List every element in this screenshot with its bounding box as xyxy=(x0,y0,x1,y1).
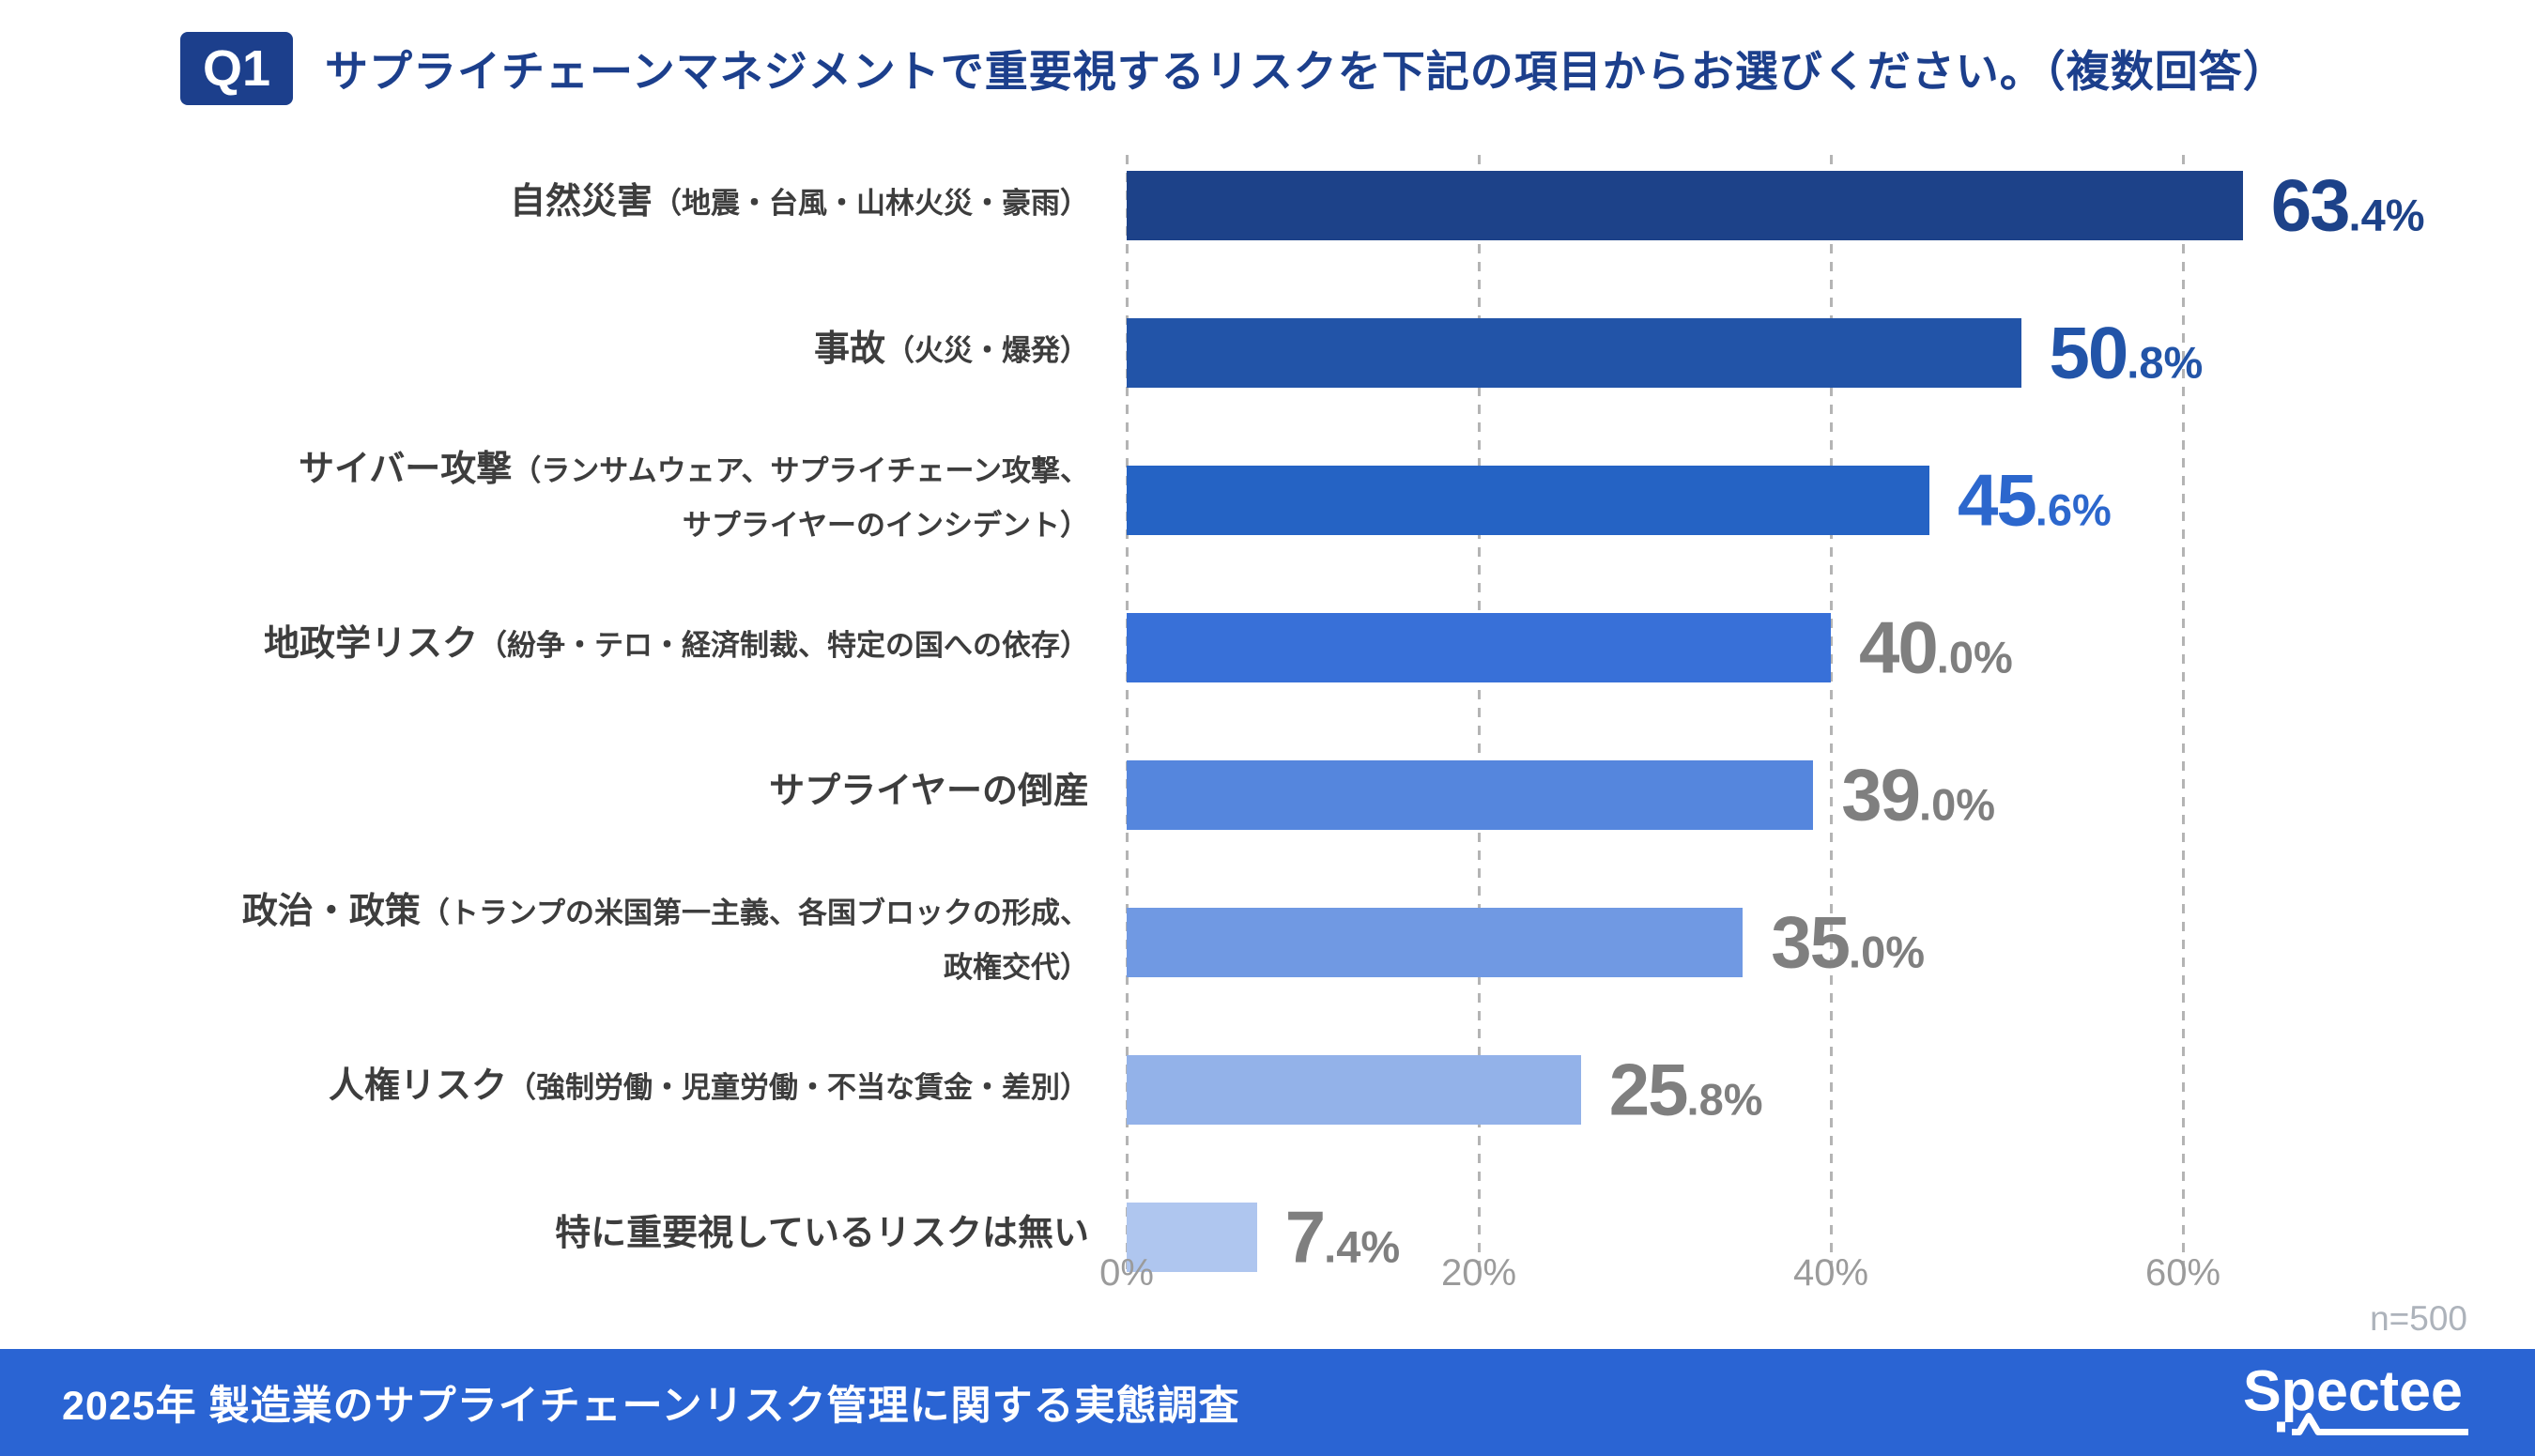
footer-survey-title: 2025年 製造業のサプライチェーンリスク管理に関する実態調査 xyxy=(62,1384,1240,1429)
spectee-logo: Spectee xyxy=(2243,1356,2482,1449)
bar-category-label: 人権リスク（強制労働・児童労働・不当な賃金・差別） xyxy=(329,1062,1089,1118)
bar-value-fraction: .8% xyxy=(2127,337,2204,388)
bar-value-fraction: .8% xyxy=(1686,1074,1763,1125)
bar-value-fraction: .6% xyxy=(2035,484,2112,535)
bar-value: 45.6% xyxy=(1958,458,2112,544)
bar-value-integer: 7 xyxy=(1284,1195,1326,1279)
bar-label-main: 地政学リスク xyxy=(263,624,478,664)
chart-row: 自然災害（地震・台風・山林火災・豪雨） 63.4% xyxy=(0,164,2535,247)
chart-row: 人権リスク（強制労働・児童労働・不当な賃金・差別） 25.8% xyxy=(0,1049,2535,1131)
bar xyxy=(1127,760,1814,830)
grid-line xyxy=(2182,155,2185,1269)
bar xyxy=(1127,908,1744,977)
bar-category-label: 事故（火災・爆発） xyxy=(814,325,1089,381)
bar-value: 63.4% xyxy=(2271,163,2425,249)
bar-label-sub: （強制労働・児童労働・不当な賃金・差別） xyxy=(507,1071,1089,1104)
bar-label-sub: （トランプの米国第一主義、各国ブロックの形成、 xyxy=(420,897,1089,929)
bar-category-label: サイバー攻撃（ランサムウェア、サプライチェーン攻撃、サプライヤーのインシデント） xyxy=(299,445,1089,556)
bar xyxy=(1127,1203,1257,1272)
bar-value-integer: 50 xyxy=(2049,311,2129,394)
x-tick-label: 60% xyxy=(2144,1252,2221,1294)
grid-line xyxy=(1830,155,1833,1269)
bar-value-fraction: .4% xyxy=(1324,1221,1401,1272)
bar-value-integer: 25 xyxy=(1608,1048,1689,1131)
bar xyxy=(1127,1055,1581,1125)
bar-value-integer: 35 xyxy=(1771,900,1851,984)
bar-value: 35.0% xyxy=(1771,900,1925,986)
footer-bar: 2025年 製造業のサプライチェーンリスク管理に関する実態調査 Spectee xyxy=(0,1349,2535,1456)
chart-row: 事故（火災・爆発） 50.8% xyxy=(0,312,2535,394)
bar-value: 25.8% xyxy=(1609,1048,1763,1133)
bar-value-fraction: .4% xyxy=(2348,190,2425,240)
chart-row: サプライヤーの倒産 39.0% xyxy=(0,754,2535,836)
sample-size-note: n=500 xyxy=(2370,1299,2467,1338)
bar-value: 40.0% xyxy=(1859,605,2013,691)
x-tick-label: 20% xyxy=(1440,1252,1517,1294)
bar-label-main: サイバー攻撃 xyxy=(299,450,513,489)
bar-label-sub: （火災・爆発） xyxy=(885,334,1089,367)
bar-value-fraction: .0% xyxy=(1936,632,2013,682)
grid-line xyxy=(1126,155,1129,1269)
chart-row: サイバー攻撃（ランサムウェア、サプライチェーン攻撃、サプライヤーのインシデント）… xyxy=(0,450,2535,542)
bar-label-sub: サプライヤーのインシデント） xyxy=(682,509,1089,542)
grid-line xyxy=(1478,155,1481,1269)
bar-value-integer: 63 xyxy=(2270,163,2351,247)
bar-label-sub: （紛争・テロ・経済制裁、特定の国への依存） xyxy=(478,629,1089,662)
spectee-logo-icon: Spectee xyxy=(2243,1359,2468,1435)
bar-label-main: 自然災害 xyxy=(509,182,653,222)
question-badge: Q1 xyxy=(180,32,294,106)
bar xyxy=(1127,466,1929,535)
bar-label-sub: （地震・台風・山林火災・豪雨） xyxy=(653,187,1089,220)
bar-category-label: 地政学リスク（紛争・テロ・経済制裁、特定の国への依存） xyxy=(264,620,1089,676)
chart-row: 特に重要視しているリスクは無い 7.4% xyxy=(0,1196,2535,1279)
chart-row: 地政学リスク（紛争・テロ・経済制裁、特定の国への依存） 40.0% xyxy=(0,606,2535,689)
bar-value: 7.4% xyxy=(1285,1195,1400,1280)
bar-label-main: 特に重要視しているリスクは無い xyxy=(555,1214,1089,1253)
bar-category-label: 特に重要視しているリスクは無い xyxy=(555,1209,1089,1265)
spectee-logo-text: Spectee xyxy=(2243,1359,2463,1423)
bar-value-integer: 39 xyxy=(1841,753,1921,836)
bar-category-label: 政治・政策（トランプの米国第一主義、各国ブロックの形成、政権交代） xyxy=(242,887,1089,998)
bar-value: 39.0% xyxy=(1841,753,1995,838)
x-tick-label: 40% xyxy=(1792,1252,1869,1294)
bar-label-main: 政治・政策 xyxy=(241,892,421,931)
bar-category-label: 自然災害（地震・台風・山林火災・豪雨） xyxy=(510,177,1089,234)
page-title: サプライチェーンマネジメントで重要視するリスクを下記の項目からお選びください。（… xyxy=(325,47,2287,97)
bar-label-main: サプライヤーの倒産 xyxy=(769,772,1089,811)
bar-label-main: 人権リスク xyxy=(328,1066,507,1106)
question-header: Q1 サプライチェーンマネジメントで重要視するリスクを下記の項目からお選びくださ… xyxy=(180,32,2287,106)
bar-value-integer: 45 xyxy=(1958,458,2037,542)
bar-value-integer: 40 xyxy=(1859,605,1939,689)
x-tick-label: 0% xyxy=(1099,1252,1154,1294)
bar xyxy=(1127,171,2243,240)
bar-label-sub: 政権交代） xyxy=(944,951,1089,984)
bar-label-sub: （ランサムウェア、サプライチェーン攻撃、 xyxy=(512,454,1089,487)
bar-value: 50.8% xyxy=(2050,311,2204,396)
bar-category-label: サプライヤーの倒産 xyxy=(769,767,1089,823)
chart-row: 政治・政策（トランプの米国第一主義、各国ブロックの形成、政権交代） 35.0% xyxy=(0,892,2535,984)
bar-value-fraction: .0% xyxy=(1919,779,1996,830)
bar xyxy=(1127,613,1831,682)
bar-label-main: 事故 xyxy=(813,330,885,369)
bar-value-fraction: .0% xyxy=(1849,927,1926,977)
bar xyxy=(1127,318,2021,388)
